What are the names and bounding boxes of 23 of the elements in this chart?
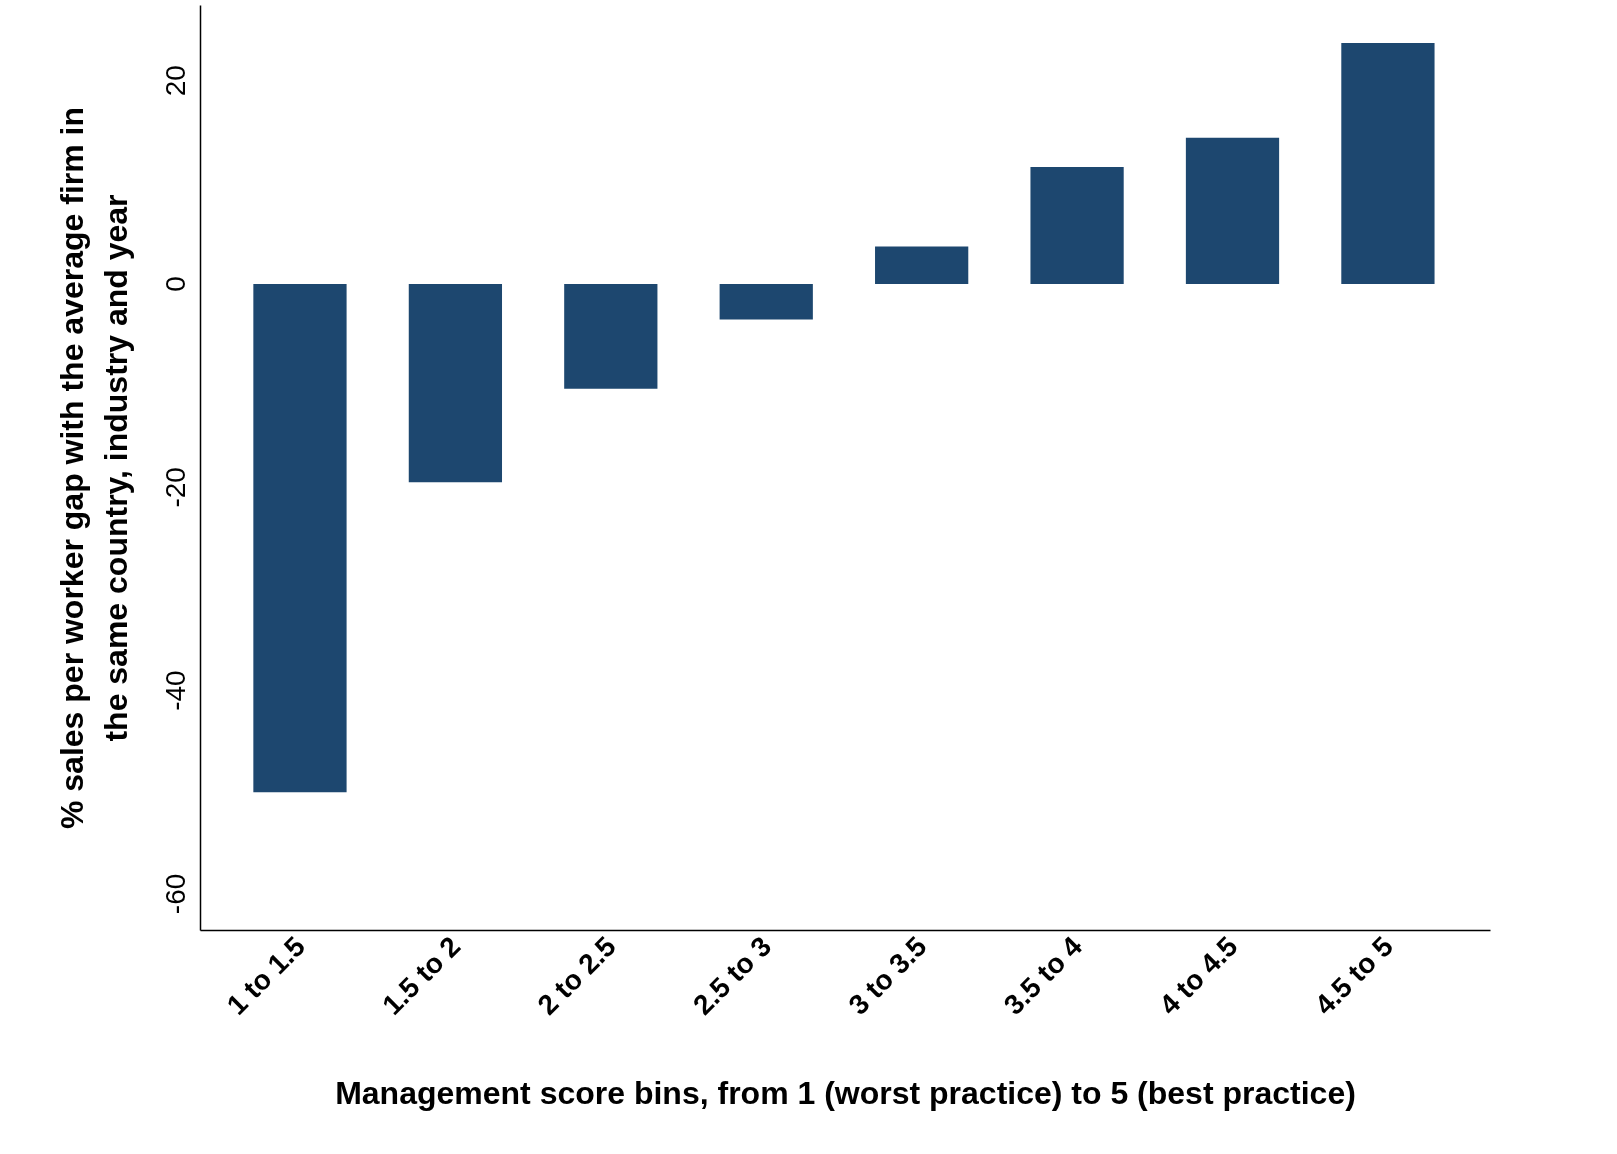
bar: [875, 246, 969, 285]
x-tick-label: 4.5 to 5: [1308, 930, 1399, 1021]
x-axis-title: Management score bins, from 1 (worst practice) to 5 (best practice): [335, 1074, 1356, 1111]
y-tick-label: -60: [160, 873, 192, 915]
y-tick-label: 20: [160, 65, 192, 97]
x-tick-label: 1 to 1.5: [220, 930, 311, 1021]
bar: [719, 284, 813, 320]
y-tick-label: 0: [160, 276, 192, 292]
bar: [1030, 167, 1124, 285]
bar: [1341, 43, 1435, 285]
x-tick-label: 4 to 4.5: [1153, 930, 1244, 1021]
bar: [408, 284, 503, 483]
bar: [253, 284, 347, 793]
y-tick-label: -40: [160, 670, 192, 711]
y-axis-title: % sales per worker gap with the average firm in the same country, industry and year: [54, 106, 134, 830]
y-tick-label: -20: [160, 467, 192, 508]
x-tick-label: 3.5 to 4: [997, 930, 1089, 1021]
bar: [1185, 137, 1280, 285]
x-tick-label: 2 to 2.5: [531, 930, 622, 1021]
x-tick-label: 3 to 3.5: [842, 930, 933, 1021]
bar: [564, 284, 658, 389]
x-tick-label: 1.5 to 2: [376, 930, 467, 1021]
x-tick-label: 2.5 to 3: [687, 930, 778, 1021]
